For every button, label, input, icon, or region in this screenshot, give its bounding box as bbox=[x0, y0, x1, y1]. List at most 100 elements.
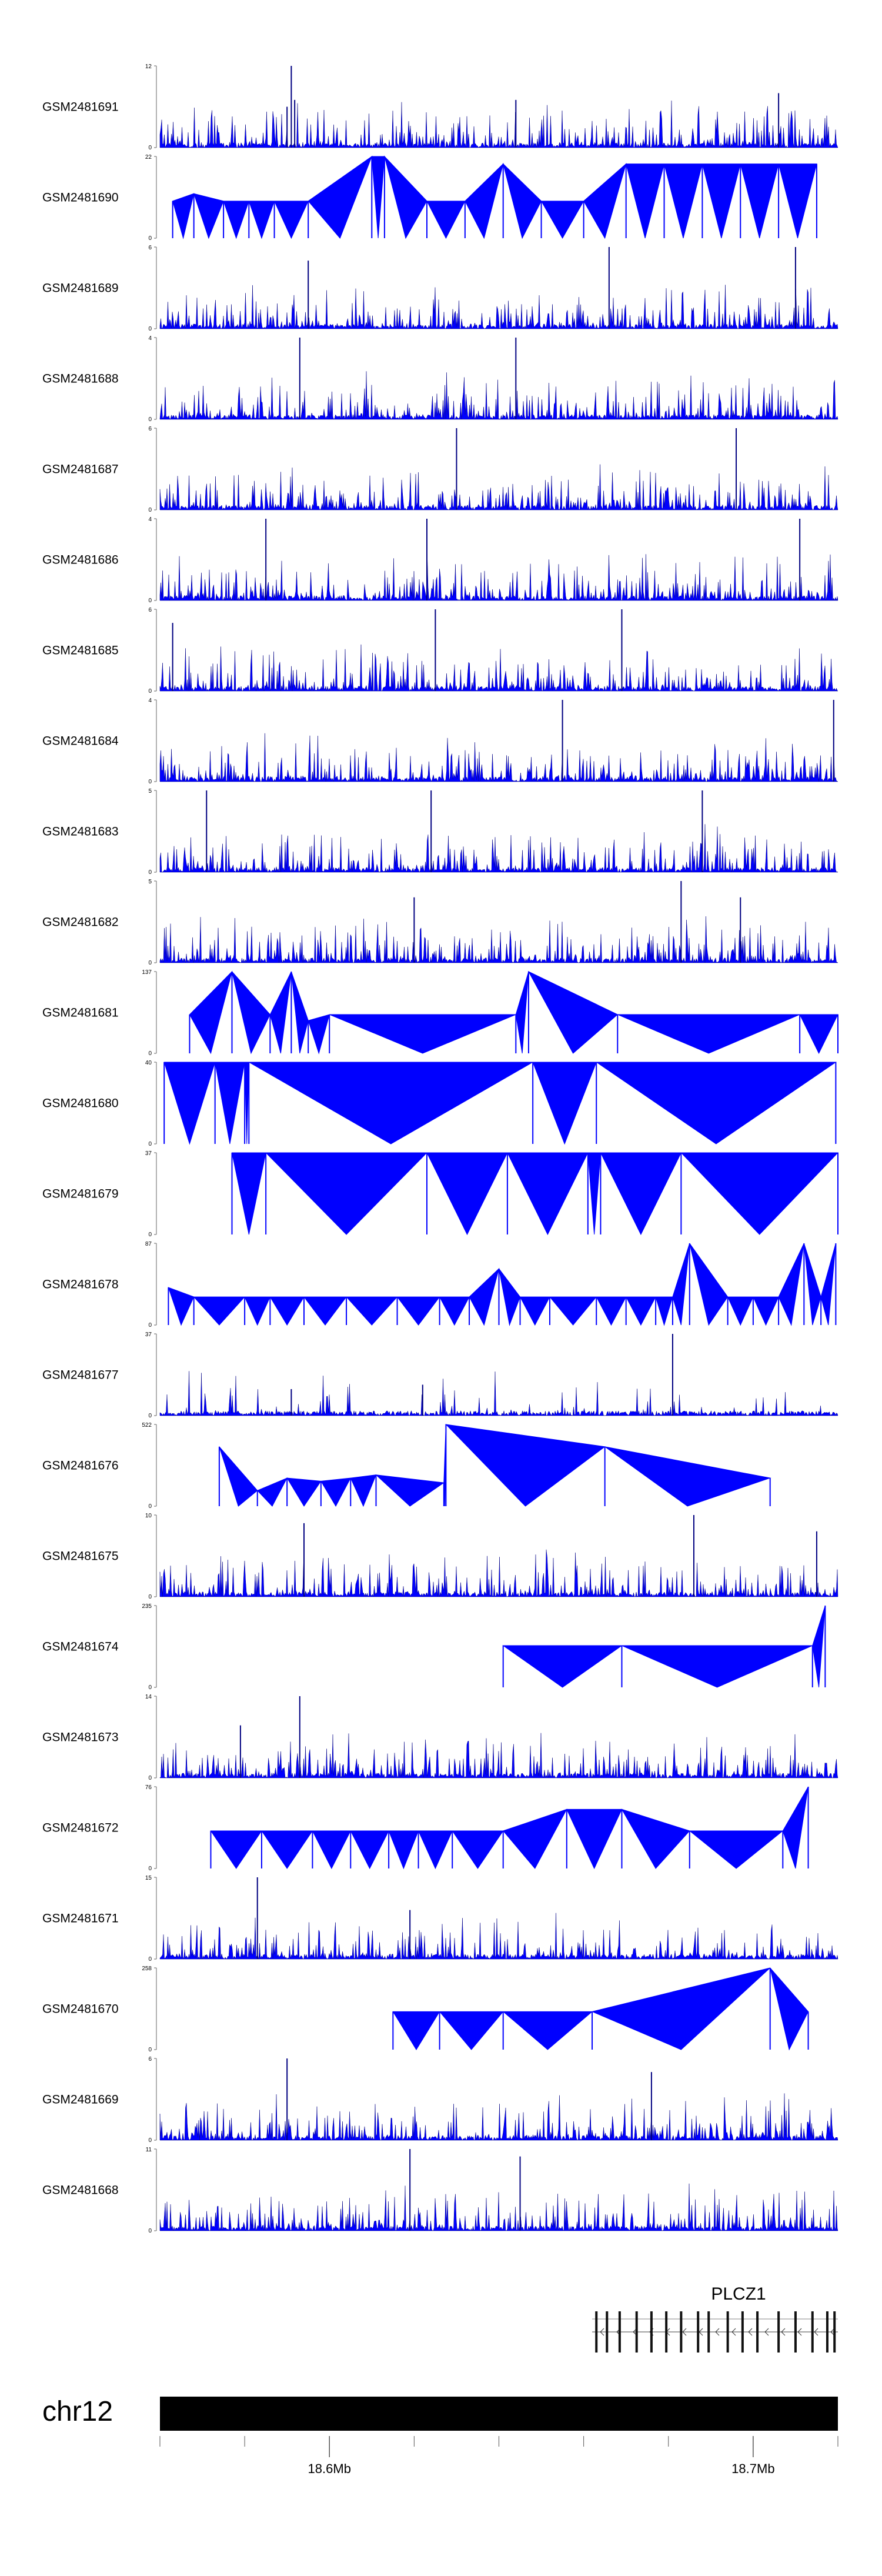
y-max-label: 14 bbox=[145, 1694, 152, 1700]
exon-mark bbox=[665, 2311, 668, 2353]
y-min-label: 0 bbox=[148, 235, 152, 242]
gene-label: PLCZ1 bbox=[711, 2284, 766, 2304]
y-min-label: 0 bbox=[148, 1050, 152, 1057]
track-GSM2481672: GSM2481672 76 0 bbox=[42, 1784, 809, 1872]
track-label: GSM2481685 bbox=[42, 644, 119, 658]
track-GSM2481685: GSM2481685 6 0 bbox=[42, 607, 838, 695]
chromosome-bar bbox=[160, 2397, 838, 2431]
y-max-label: 10 bbox=[145, 1513, 152, 1519]
exon-mark bbox=[650, 2311, 653, 2353]
y-min-label: 0 bbox=[148, 688, 152, 695]
track-GSM2481674: GSM2481674 235 0 bbox=[42, 1603, 826, 1691]
track-label: GSM2481674 bbox=[42, 1640, 119, 1654]
y-max-label: 37 bbox=[145, 1332, 152, 1338]
y-max-label: 87 bbox=[145, 1241, 152, 1247]
exon-mark bbox=[777, 2311, 780, 2353]
track-GSM2481687: GSM2481687 6 0 bbox=[42, 426, 838, 513]
signal-area bbox=[392, 1967, 809, 2051]
track-GSM2481680: GSM2481680 40 0 bbox=[42, 1060, 837, 1147]
track-label: GSM2481676 bbox=[42, 1459, 119, 1473]
signal-area bbox=[159, 371, 838, 420]
y-max-label: 4 bbox=[148, 335, 152, 342]
track-GSM2481671: GSM2481671 15 0 bbox=[42, 1875, 838, 1963]
y-max-label: 258 bbox=[142, 1966, 152, 1972]
y-min-label: 0 bbox=[148, 507, 152, 513]
exon-mark bbox=[726, 2311, 729, 2353]
exon-mark bbox=[606, 2311, 609, 2353]
y-max-label: 522 bbox=[142, 1422, 152, 1429]
exon-mark bbox=[595, 2311, 598, 2353]
track-GSM2481683: GSM2481683 5 0 bbox=[42, 788, 838, 876]
signal-area bbox=[231, 1152, 839, 1236]
y-min-label: 0 bbox=[148, 326, 152, 332]
strand-arrow bbox=[682, 2328, 687, 2336]
track-GSM2481676: GSM2481676 522 0 bbox=[42, 1422, 771, 1510]
y-max-label: 4 bbox=[148, 516, 152, 523]
y-min-label: 0 bbox=[148, 598, 152, 604]
exon-mark bbox=[741, 2311, 744, 2353]
track-label: GSM2481678 bbox=[42, 1278, 119, 1292]
track-GSM2481681: GSM2481681 137 0 bbox=[42, 969, 838, 1057]
exon-mark bbox=[794, 2311, 797, 2353]
gene-track: PLCZ1 bbox=[592, 2284, 838, 2353]
signal-area bbox=[159, 733, 838, 782]
exon-mark bbox=[697, 2311, 700, 2353]
signal-area bbox=[189, 970, 838, 1055]
signal-area bbox=[168, 1243, 836, 1326]
signal-area bbox=[172, 155, 817, 239]
track-label: GSM2481677 bbox=[42, 1369, 119, 1382]
chromosome-label: chr12 bbox=[42, 2396, 113, 2427]
track-label: GSM2481668 bbox=[42, 2184, 119, 2197]
y-max-label: 4 bbox=[148, 698, 152, 704]
signal-area bbox=[210, 1786, 809, 1870]
y-max-label: 11 bbox=[146, 2147, 152, 2153]
y-max-label: 235 bbox=[142, 1603, 152, 1610]
y-max-label: 5 bbox=[148, 788, 152, 795]
y-max-label: 6 bbox=[148, 426, 152, 432]
track-GSM2481686: GSM2481686 4 0 bbox=[42, 516, 838, 604]
track-label: GSM2481686 bbox=[42, 553, 119, 567]
signal-area bbox=[159, 1733, 838, 1778]
track-label: GSM2481670 bbox=[42, 2003, 119, 2016]
signal-area bbox=[159, 101, 838, 148]
exon-mark bbox=[680, 2311, 683, 2353]
y-min-label: 0 bbox=[148, 779, 152, 785]
strand-arrow bbox=[797, 2328, 802, 2336]
track-GSM2481678: GSM2481678 87 0 bbox=[42, 1241, 837, 1329]
axis-tick-label: 18.6Mb bbox=[308, 2461, 351, 2476]
track-GSM2481682: GSM2481682 5 0 bbox=[42, 879, 838, 966]
track-label: GSM2481687 bbox=[42, 463, 119, 476]
y-min-label: 0 bbox=[148, 2137, 152, 2144]
exon-mark bbox=[756, 2311, 759, 2353]
y-min-label: 0 bbox=[148, 960, 152, 966]
y-max-label: 137 bbox=[142, 969, 152, 976]
exon-mark bbox=[811, 2311, 814, 2353]
signal-area bbox=[502, 1605, 826, 1688]
signal-area bbox=[159, 1371, 838, 1416]
y-min-label: 0 bbox=[148, 1594, 152, 1600]
track-GSM2481677: GSM2481677 37 0 bbox=[42, 1332, 838, 1419]
strand-arrow bbox=[600, 2328, 604, 2336]
y-min-label: 0 bbox=[148, 1503, 152, 1510]
track-label: GSM2481680 bbox=[42, 1097, 119, 1110]
exon-mark bbox=[826, 2311, 828, 2353]
exon-mark bbox=[635, 2311, 638, 2353]
signal-area bbox=[159, 916, 838, 963]
track-label: GSM2481669 bbox=[42, 2093, 119, 2107]
y-min-label: 0 bbox=[148, 2228, 152, 2234]
track-GSM2481691: GSM2481691 12 0 bbox=[42, 64, 838, 151]
y-min-label: 0 bbox=[148, 1141, 152, 1147]
y-min-label: 0 bbox=[148, 1684, 152, 1691]
y-min-label: 0 bbox=[148, 869, 152, 876]
track-label: GSM2481682 bbox=[42, 916, 119, 929]
track-label: GSM2481679 bbox=[42, 1187, 119, 1201]
y-max-label: 6 bbox=[148, 245, 152, 251]
track-GSM2481690: GSM2481690 22 0 bbox=[42, 154, 817, 242]
track-label: GSM2481690 bbox=[42, 191, 119, 205]
y-min-label: 0 bbox=[148, 1413, 152, 1419]
y-max-label: 6 bbox=[148, 607, 152, 613]
y-min-label: 0 bbox=[148, 1322, 152, 1329]
axis-tick-label: 18.7Mb bbox=[731, 2461, 774, 2476]
exon-mark bbox=[833, 2311, 836, 2353]
